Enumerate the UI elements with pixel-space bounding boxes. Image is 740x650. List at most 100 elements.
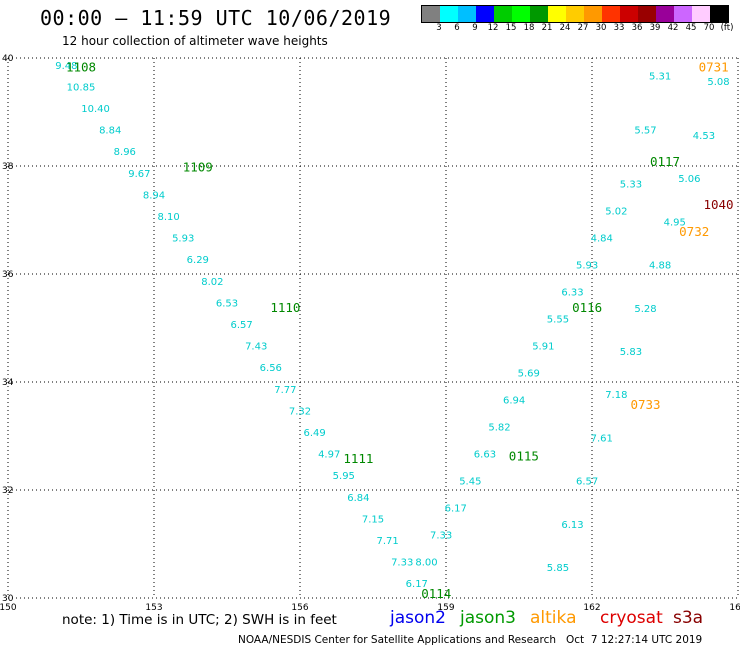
pass-time-label: 1109 xyxy=(183,159,213,174)
wave-height-point: 8.94 xyxy=(143,190,165,201)
pass-time-label: 1110 xyxy=(270,300,300,315)
color-scale-label: 15 xyxy=(505,23,517,33)
legend-s3a: s3a xyxy=(673,608,704,628)
pass-time-label: 1040 xyxy=(703,197,733,212)
legend-jason2: jason2 xyxy=(390,608,446,628)
wave-height-point: 5.06 xyxy=(678,174,700,185)
color-scale-label: 24 xyxy=(559,23,571,33)
wave-height-point: 10.40 xyxy=(81,104,110,115)
wave-height-point: 6.29 xyxy=(187,255,209,266)
color-swatch xyxy=(620,6,638,22)
color-scale-label: 33 xyxy=(613,23,625,33)
chart-subtitle: 12 hour collection of altimeter wave hei… xyxy=(62,34,328,48)
x-tick-label: 162 xyxy=(583,603,600,613)
wave-height-point: 6.17 xyxy=(445,504,467,515)
wave-height-point: 5.83 xyxy=(620,347,642,358)
color-scale-label: 12 xyxy=(487,23,499,33)
color-swatch xyxy=(674,6,692,22)
wave-height-point: 6.63 xyxy=(474,450,496,461)
color-scale-label: 3 xyxy=(436,23,442,33)
wave-height-point: 9.48 xyxy=(55,61,77,72)
units-note: note: 1) Time is in UTC; 2) SWH is in fe… xyxy=(62,612,337,628)
pass-time-label: 0115 xyxy=(509,448,539,463)
y-tick-label: 38 xyxy=(2,162,14,172)
color-scale-label: 42 xyxy=(667,23,679,33)
y-tick-label: 34 xyxy=(2,378,14,388)
color-swatch xyxy=(494,6,512,22)
wave-height-point: 8.10 xyxy=(157,212,179,223)
color-scale-label: 21 xyxy=(541,23,553,33)
pass-time-label: 0116 xyxy=(572,300,602,315)
y-tick-label: 36 xyxy=(2,270,14,280)
wave-height-point: 5.31 xyxy=(649,72,671,83)
color-scale-label: 18 xyxy=(523,23,535,33)
wave-height-point: 6.49 xyxy=(303,428,325,439)
wave-height-point: 8.96 xyxy=(114,147,136,158)
wave-height-point: 4.84 xyxy=(591,234,613,245)
color-swatch xyxy=(710,6,728,22)
y-tick-label: 30 xyxy=(2,594,14,604)
wave-height-point: 5.02 xyxy=(605,207,627,218)
wave-height-point: 5.55 xyxy=(547,315,569,326)
pass-time-label: 0117 xyxy=(650,154,680,169)
y-tick-label: 40 xyxy=(2,54,14,64)
wave-height-point: 4.95 xyxy=(664,217,686,228)
wave-height-point: 5.69 xyxy=(518,369,540,380)
wave-height-point: 4.88 xyxy=(649,261,671,272)
wave-height-point: 5.28 xyxy=(634,304,656,315)
x-tick-label: 150 xyxy=(0,603,17,613)
color-scale-label: 9 xyxy=(472,23,478,33)
pass-time-label: 0733 xyxy=(630,397,660,412)
wave-height-point: 6.13 xyxy=(561,520,583,531)
wave-height-point: 5.82 xyxy=(488,423,510,434)
wave-height-point: 5.93 xyxy=(172,234,194,245)
wave-height-point: 7.33 xyxy=(391,558,413,569)
wave-height-point: 6.53 xyxy=(216,298,238,309)
color-swatch xyxy=(692,6,710,22)
color-scale-label: 36 xyxy=(631,23,643,33)
color-swatch xyxy=(440,6,458,22)
color-scale-label: 6 xyxy=(454,23,460,33)
color-swatch xyxy=(656,6,674,22)
wave-height-point: 5.08 xyxy=(707,77,729,88)
x-tick-label: 156 xyxy=(291,603,308,613)
color-swatch xyxy=(566,6,584,22)
wave-height-point: 7.71 xyxy=(376,536,398,547)
wave-height-point: 4.53 xyxy=(693,131,715,142)
color-swatch xyxy=(458,6,476,22)
wave-height-point: 5.45 xyxy=(459,477,481,488)
wave-height-point: 7.18 xyxy=(605,390,627,401)
pass-time-label: 0731 xyxy=(699,60,729,75)
color-swatch xyxy=(512,6,530,22)
wave-height-point: 5.85 xyxy=(547,563,569,574)
wave-height-point: 7.33 xyxy=(430,531,452,542)
color-swatch xyxy=(602,6,620,22)
wave-height-point: 5.93 xyxy=(576,261,598,272)
wave-height-point: 6.57 xyxy=(576,477,598,488)
x-tick-label: 165 xyxy=(729,603,740,613)
pass-time-label: 1108 xyxy=(66,60,96,75)
wave-height-point: 5.95 xyxy=(333,471,355,482)
wave-height-point: 7.43 xyxy=(245,342,267,353)
pass-time-label: 0114 xyxy=(421,586,451,601)
pass-time-label: 0732 xyxy=(679,224,709,239)
wave-height-point: 8.02 xyxy=(201,277,223,288)
wave-height-point: 6.56 xyxy=(260,363,282,374)
wave-height-point: 7.61 xyxy=(591,433,613,444)
color-scale-bar xyxy=(421,5,729,23)
wave-height-point: 5.57 xyxy=(634,126,656,137)
color-scale-labels: 3 6 9 12 15 18 21 24 27 30 33 36 39 42 45 70 (ft) xyxy=(421,23,740,35)
x-tick-label: 159 xyxy=(437,603,454,613)
wave-height-point: 5.33 xyxy=(620,180,642,191)
wave-height-point: 5.91 xyxy=(532,342,554,353)
color-swatch xyxy=(476,6,494,22)
legend-jason3: jason3 xyxy=(460,608,516,628)
credit-footer: NOAA/NESDIS Center for Satellite Applica… xyxy=(238,634,702,646)
color-scale-label: 45 xyxy=(685,23,697,33)
credit-text: NOAA/NESDIS Center for Satellite Applica… xyxy=(238,634,556,646)
wave-height-point: 7.77 xyxy=(274,385,296,396)
color-swatch xyxy=(584,6,602,22)
wave-height-point: 4.97 xyxy=(318,450,340,461)
wave-height-point: 9.67 xyxy=(128,169,150,180)
